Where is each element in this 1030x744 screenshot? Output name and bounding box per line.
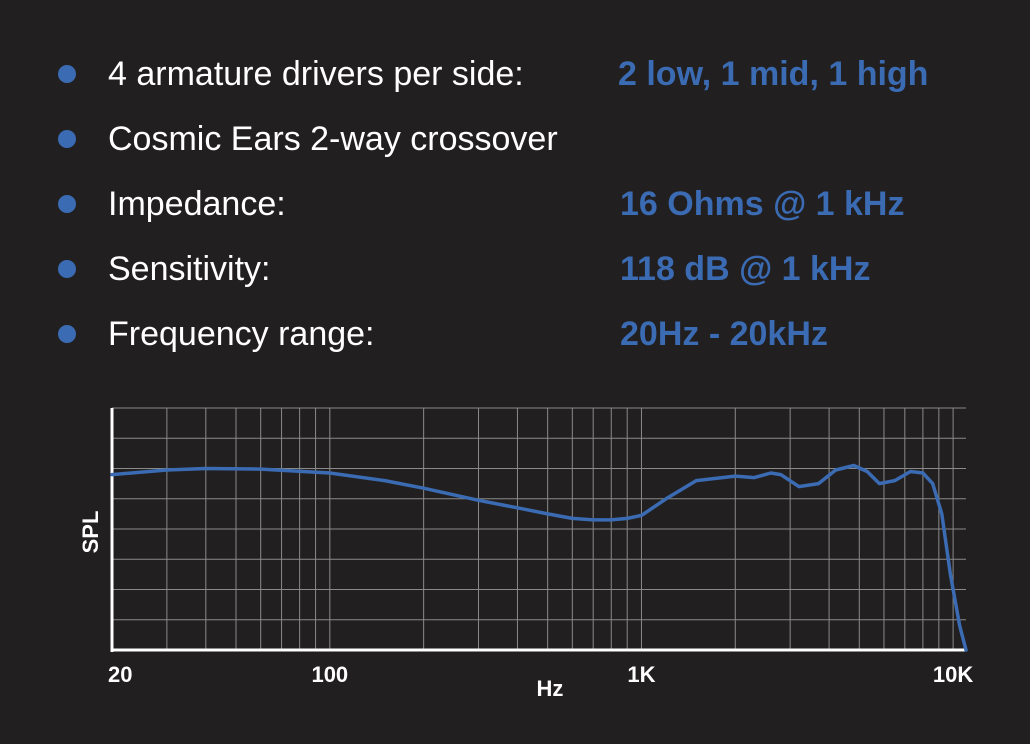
frequency-response-line [110, 463, 968, 652]
x-axis-label: Hz [537, 676, 564, 701]
chart-grid [112, 407, 966, 650]
chart-tick-labels: 20 100 1K 10K [108, 662, 973, 687]
spec-row-crossover: Cosmic Ears 2-way crossover [0, 115, 1030, 165]
spec-list: 4 armature drivers per side: 2 low, 1 mi… [0, 0, 1030, 370]
bullet-icon [58, 130, 76, 148]
spec-label: Impedance: [108, 185, 286, 223]
bullet-icon [58, 260, 76, 278]
spec-value: 118 dB @ 1 kHz [620, 250, 871, 288]
x-tick-label: 100 [311, 662, 348, 687]
spec-value: 20Hz - 20kHz [620, 315, 828, 353]
spec-label: Cosmic Ears 2-way crossover [108, 120, 558, 158]
chart-axes [110, 408, 966, 652]
spec-label: Sensitivity: [108, 250, 271, 288]
spec-label: 4 armature drivers per side: [108, 55, 524, 93]
y-axis-label: SPL [78, 511, 103, 554]
x-tick-label: 20 [108, 662, 132, 687]
bullet-icon [58, 195, 76, 213]
spec-label: Frequency range: [108, 315, 375, 353]
spec-row-sensitivity: Sensitivity: 118 dB @ 1 kHz [0, 245, 1030, 295]
x-tick-label: 1K [627, 662, 655, 687]
spec-value: 2 low, 1 mid, 1 high [618, 55, 929, 93]
bullet-icon [58, 325, 76, 343]
spec-row-drivers: 4 armature drivers per side: 2 low, 1 mi… [0, 50, 1030, 100]
spec-row-impedance: Impedance: 16 Ohms @ 1 kHz [0, 180, 1030, 230]
bullet-icon [58, 65, 76, 83]
frequency-response-chart: 20 100 1K 10K Hz SPL [78, 407, 973, 701]
spec-value: 16 Ohms @ 1 kHz [620, 185, 905, 223]
x-tick-label: 10K [933, 662, 973, 687]
spec-row-frequency-range: Frequency range: 20Hz - 20kHz [0, 310, 1030, 360]
